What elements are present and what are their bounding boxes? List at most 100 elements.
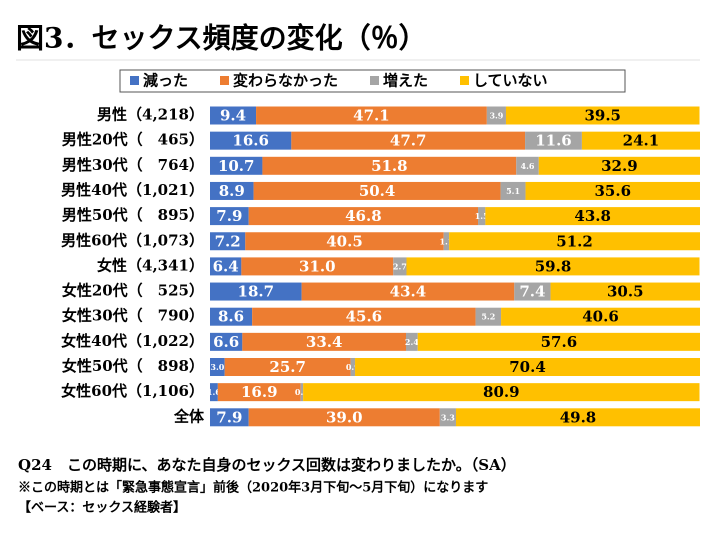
bar-segment (248, 408, 440, 427)
bar-segment (210, 257, 242, 276)
bar-segment (538, 156, 700, 175)
bar-segment (500, 181, 526, 200)
legend-label: 増えた (383, 72, 428, 90)
value-label: 11.6 (535, 132, 572, 150)
value-label: 16.9 (241, 383, 278, 401)
value-label: 7.9 (216, 207, 242, 225)
value-label: 3.9 (489, 111, 503, 121)
bar-segment (210, 307, 253, 326)
value-label: 1.5 (475, 211, 489, 221)
bar-segment (417, 332, 700, 351)
value-label: 43.8 (574, 207, 611, 225)
category-label: 男性30代（ 764） (62, 156, 204, 174)
question-note: Q24 この時期に、あなた自身のセックス回数は変わりましたか。（SA） (18, 456, 516, 474)
value-label: 59.8 (535, 257, 572, 275)
bar-segment (210, 282, 302, 301)
chart-title: 図3．セックス頻度の変化（％） (16, 22, 427, 55)
legend-swatch (370, 76, 379, 85)
value-label: 3.0 (210, 362, 224, 372)
category-label: 男性20代（ 465） (62, 131, 204, 149)
bar-segment (443, 232, 450, 251)
base-note: 【ベース：セックス経験者】 (18, 500, 186, 516)
value-label: 40.6 (582, 308, 619, 326)
bar-segment (514, 282, 551, 301)
value-label: 7.2 (215, 232, 241, 250)
value-label: 7.4 (519, 283, 545, 301)
category-label: 女性20代（ 525） (62, 282, 204, 300)
bar-segment (252, 307, 476, 326)
value-label: 33.4 (306, 333, 343, 351)
value-label: 2.7 (393, 261, 407, 271)
legend-swatch (460, 76, 469, 85)
bar-segment (393, 257, 407, 276)
value-label: 25.7 (269, 358, 306, 376)
bar-segment (210, 232, 246, 251)
bar-segment (485, 207, 700, 226)
bar-segment (210, 106, 257, 125)
value-label: 3.3 (441, 412, 455, 422)
category-label: 女性60代（1,106） (61, 382, 204, 400)
bar-segment (475, 307, 502, 326)
value-label: 6.6 (213, 333, 239, 351)
bar-segment (248, 207, 479, 226)
bar-segment (262, 156, 517, 175)
bar-segment (210, 332, 243, 351)
value-label: 39.5 (584, 107, 621, 125)
category-label: 男性60代（1,073） (61, 231, 204, 249)
bar-segment (486, 106, 506, 125)
bar-segment (581, 131, 700, 150)
value-label: 40.5 (326, 232, 363, 250)
bar-segment (210, 383, 218, 402)
category-label: 女性（4,341） (97, 256, 204, 274)
bar-segment (245, 232, 444, 251)
bar-segment (242, 332, 406, 351)
bar-segment (455, 408, 700, 427)
category-label: 全体 (173, 407, 205, 425)
bar-segment (291, 131, 526, 150)
legend-label: 減った (143, 72, 188, 90)
legend-swatch (220, 76, 229, 85)
bar-segment (516, 156, 539, 175)
bar-segment (253, 181, 501, 200)
value-label: 9.4 (220, 107, 246, 125)
category-label: 女性50代（ 898） (62, 357, 204, 375)
bar-segment (449, 232, 700, 251)
value-label: 6.4 (213, 257, 239, 275)
bar-segment (210, 181, 254, 200)
value-label: 7.9 (216, 408, 242, 426)
bar-segment (406, 257, 700, 276)
value-label: 57.6 (541, 333, 578, 351)
bar-segment (505, 106, 700, 125)
category-label: 女性30代（ 790） (62, 307, 204, 325)
bar-segment (303, 383, 700, 402)
category-label: 女性40代（1,022） (61, 332, 204, 350)
bar-segment (525, 131, 582, 150)
legend-label: 変わらなかった (233, 72, 338, 90)
value-label: 30.5 (607, 283, 644, 301)
bar-segment (501, 307, 700, 326)
value-label: 39.0 (326, 408, 363, 426)
value-label: 16.6 (232, 132, 269, 150)
category-label: 男性（4,218） (97, 106, 204, 124)
value-label: 2.4 (405, 337, 419, 347)
bar-segment (439, 408, 456, 427)
bar-segment (256, 106, 487, 125)
bar-segment (355, 358, 700, 376)
value-label: 49.8 (560, 408, 597, 426)
legend-label: していない (473, 72, 548, 90)
value-label: 51.2 (556, 232, 593, 250)
bar-segment (210, 408, 249, 427)
value-label: 0.9 (346, 362, 360, 372)
category-label: 男性40代（1,021） (61, 181, 204, 199)
value-label: 47.7 (390, 132, 427, 150)
bar-segment (550, 282, 700, 301)
bar-segment (224, 358, 351, 376)
category-label: 男性50代（ 895） (62, 206, 204, 224)
bar-segment (241, 257, 394, 276)
bar-segment (217, 383, 301, 402)
value-label: 0.5 (295, 387, 309, 397)
value-label: 70.4 (509, 358, 546, 376)
bar-segment (210, 358, 225, 376)
value-label: 43.4 (390, 283, 427, 301)
